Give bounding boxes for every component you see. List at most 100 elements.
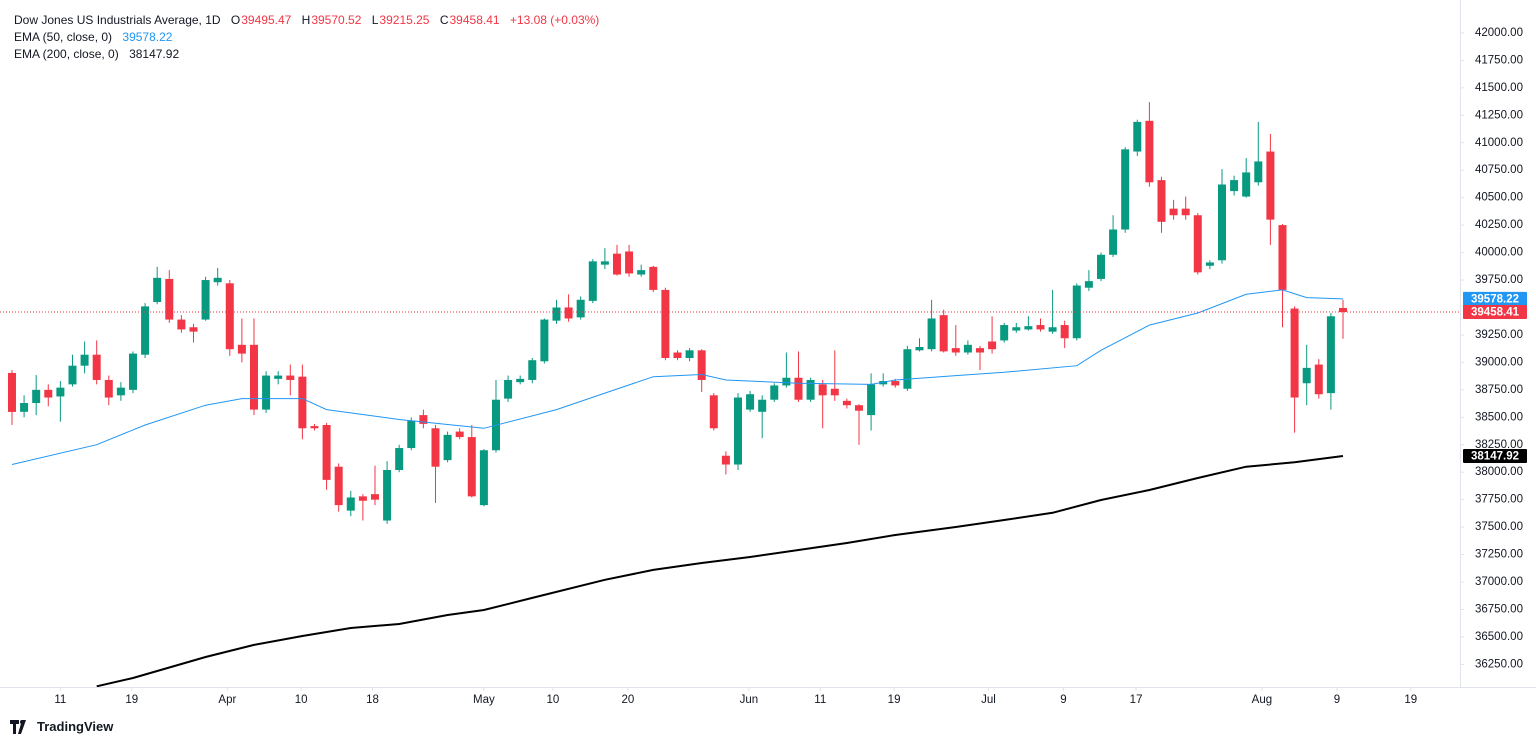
candle-body (56, 387, 65, 397)
candle-body (68, 365, 77, 385)
candle-body (854, 405, 863, 411)
x-tick-label: 19 (1404, 694, 1417, 706)
candle-body (1157, 180, 1166, 222)
candle-body (612, 253, 621, 275)
x-tick-label: May (473, 694, 495, 706)
candle-body (1048, 327, 1057, 332)
candle-body (370, 494, 379, 500)
candle-body (455, 431, 464, 438)
candle-body (770, 385, 779, 400)
y-tick-label: 38250.00 (1475, 439, 1523, 451)
candle-body (1205, 262, 1214, 266)
candle-body (201, 280, 210, 320)
y-tick-label: 39750.00 (1475, 274, 1523, 286)
candle-body (310, 426, 319, 429)
x-tick-label: Apr (218, 694, 236, 706)
y-tick-label: 40500.00 (1475, 192, 1523, 204)
indicator-value: 39578.22 (122, 30, 173, 44)
candle-body (1230, 180, 1239, 192)
candle-body (1121, 149, 1130, 230)
ohlc-letter: O (230, 13, 241, 27)
candle-body (1266, 151, 1275, 220)
x-tick-label: 11 (814, 694, 826, 706)
indicator-line (11, 289, 1344, 465)
indicator-line (96, 455, 1344, 687)
y-tick-label: 37000.00 (1475, 576, 1523, 588)
candle-body (32, 389, 41, 404)
candle-body (830, 388, 839, 396)
candle-body (733, 397, 742, 465)
watermark: TradingView (10, 719, 113, 734)
x-tick-label: 9 (1060, 694, 1066, 706)
x-tick-label: Jun (740, 694, 759, 706)
candle-body (1012, 327, 1021, 331)
candle-body (540, 319, 549, 362)
x-tick-label: 19 (125, 694, 138, 706)
indicator-name: EMA (200, close, 0) (14, 47, 119, 61)
candle-body (673, 352, 682, 358)
candle-body (988, 341, 997, 350)
candle-body (1084, 281, 1093, 288)
candle-body (1254, 161, 1263, 183)
indicator-value: 38147.92 (129, 47, 180, 61)
candle-body (758, 399, 767, 412)
candle-body (1036, 325, 1045, 330)
y-tick-label: 41500.00 (1475, 82, 1523, 94)
price-label-box (1463, 305, 1527, 320)
candle-body (165, 278, 174, 320)
x-tick-label: 19 (888, 694, 901, 706)
price-label: 39578.22 (1471, 293, 1519, 305)
candle-body (709, 395, 718, 429)
legend: Dow Jones US Industrials Average, 1D O39… (14, 12, 600, 63)
candle-body (963, 344, 972, 353)
candle-body (1169, 208, 1178, 216)
watermark-logo (10, 719, 26, 734)
y-tick-label: 41000.00 (1475, 137, 1523, 149)
legend-row: EMA (50, close, 0) 39578.22 (14, 29, 600, 46)
y-tick-label: 36750.00 (1475, 604, 1523, 616)
candle-body (419, 415, 428, 424)
candle-body (274, 375, 283, 379)
candle-body (479, 450, 488, 506)
candle-body (189, 327, 198, 332)
y-tick-label: 41750.00 (1475, 54, 1523, 66)
candle-body (697, 350, 706, 380)
x-tick-label: Jul (981, 694, 996, 706)
candle-body (298, 376, 307, 429)
y-tick-label: 42000.00 (1475, 27, 1523, 39)
x-tick-label: 11 (54, 694, 66, 706)
candle-body (782, 377, 791, 386)
price-label: 38147.92 (1471, 450, 1519, 462)
candle-body (746, 394, 755, 410)
candle-body (383, 470, 392, 521)
x-tick-label: 10 (546, 694, 559, 706)
candle-body (600, 261, 609, 265)
y-tick-label: 38500.00 (1475, 411, 1523, 423)
candle-body (1290, 308, 1299, 398)
price-label: 39458.41 (1471, 307, 1520, 319)
ohlc-value: 39458.41 (449, 13, 500, 27)
candle-body (891, 381, 900, 386)
candle-body (249, 344, 258, 410)
candle-body (443, 434, 452, 461)
candle-body (1145, 120, 1154, 183)
x-tick-label: 18 (366, 694, 379, 706)
y-tick-label: 40000.00 (1475, 247, 1523, 259)
candle-body (504, 379, 513, 399)
candle-body (1278, 225, 1287, 290)
y-tick-label: 37250.00 (1475, 549, 1523, 561)
candle-body (80, 354, 89, 366)
candle-body (116, 387, 125, 396)
candle-body (1326, 316, 1335, 394)
candle-body (721, 455, 730, 465)
axes: 42000.00 41750.00 41500.00 41250.00 41000.00… (54, 27, 1527, 706)
candle-body (20, 403, 29, 412)
candle-body (516, 378, 525, 383)
legend-row: EMA (200, close, 0) 38147.92 (14, 46, 600, 63)
candle-body (842, 400, 851, 406)
y-tick-label: 41250.00 (1475, 109, 1523, 121)
indicator-name: EMA (50, close, 0) (14, 30, 113, 44)
candle-body (1181, 208, 1190, 216)
